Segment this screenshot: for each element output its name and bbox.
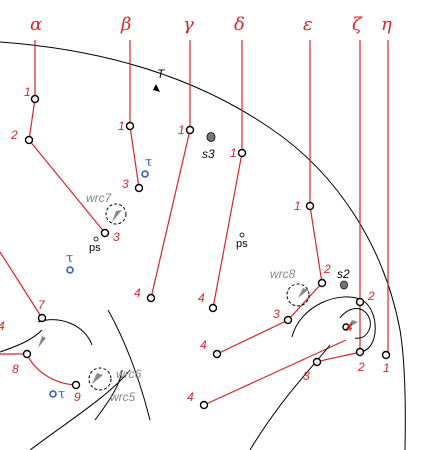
node-beta-1 xyxy=(125,121,135,131)
t-label: T xyxy=(157,67,166,81)
num-gamma-1: 1 xyxy=(178,123,185,137)
node-gamma-1 xyxy=(185,125,195,135)
num-eta-2: 2 xyxy=(357,360,365,374)
wrc8-dashed-circle xyxy=(286,283,310,307)
wrc6-label: wrc6 xyxy=(116,367,142,381)
left-arrow xyxy=(38,336,46,348)
node-left-8 xyxy=(22,349,32,359)
tau-label-2: τ xyxy=(66,251,73,266)
node-alpha-3 xyxy=(100,228,110,238)
wrc5-label: wrc5 xyxy=(110,390,136,404)
num-zeta-4: 4 xyxy=(346,320,353,334)
wrc7-label: wrc7 xyxy=(86,191,113,205)
num-left-8: 8 xyxy=(12,362,19,376)
node-zeta-3 xyxy=(312,357,322,367)
num-beta-3: 3 xyxy=(122,177,129,191)
node-alpha-2 xyxy=(24,135,34,145)
num-delta-4: 4 xyxy=(198,291,205,305)
num-alpha-3: 3 xyxy=(113,230,120,244)
num-left-9: 9 xyxy=(74,390,81,404)
column-alpha: α xyxy=(30,14,42,35)
num-zeta-2: 2 xyxy=(367,289,375,303)
left-ridge-line-7 xyxy=(0,251,43,319)
curve-left-loop xyxy=(37,319,93,346)
num-epsilon-4a: 4 xyxy=(200,338,207,352)
curve-right-loop xyxy=(291,296,376,353)
right-arrow xyxy=(348,320,358,328)
wrc6-arrow xyxy=(92,373,103,384)
s2-marker xyxy=(340,280,348,290)
delta-ridge-line xyxy=(212,40,243,309)
wrc8-arrow xyxy=(298,288,308,298)
num-delta-1: 1 xyxy=(230,146,237,160)
t-tick-mark xyxy=(153,84,160,92)
num-left-4: 4 xyxy=(0,319,5,333)
curve-lower-3 xyxy=(94,369,123,421)
curve-right-outer xyxy=(249,344,331,450)
node-delta-4 xyxy=(208,303,218,313)
wrc8-label: wrc8 xyxy=(270,267,296,281)
num-epsilon-1: 1 xyxy=(294,199,301,213)
column-epsilon: ε xyxy=(303,14,313,35)
s3-marker xyxy=(206,132,216,142)
node-epsilon-3 xyxy=(283,315,293,325)
beta-ridge-line xyxy=(129,40,140,189)
alpha-ridge-line xyxy=(28,40,106,234)
tau-label-3: τ xyxy=(58,387,65,402)
num-epsilon-4b: 4 xyxy=(187,390,194,404)
num-beta-1: 1 xyxy=(118,119,125,133)
tau-marker-2 xyxy=(66,266,74,274)
curve-left-1 xyxy=(0,329,43,353)
num-left-7: 7 xyxy=(38,298,46,312)
num-gamma-4: 4 xyxy=(134,286,141,300)
ps-label-1: ps xyxy=(89,242,101,254)
num-alpha-1: 1 xyxy=(24,85,31,99)
node-left-7 xyxy=(37,313,47,323)
s3-label: s3 xyxy=(202,147,215,161)
ps-marker-2 xyxy=(239,232,245,238)
column-zeta: ζ xyxy=(352,14,363,35)
node-eta-2 xyxy=(355,347,365,357)
node-left-9 xyxy=(71,380,81,390)
node-epsilon-1 xyxy=(305,201,315,211)
num-alpha-2: 2 xyxy=(10,128,18,142)
tau-marker-1 xyxy=(141,170,149,178)
wrc7-dashed-circle xyxy=(105,203,127,225)
s2-label: s2 xyxy=(337,267,350,281)
ps-marker-1 xyxy=(93,236,99,242)
wrc7-arrow xyxy=(112,210,122,222)
boundary-curve xyxy=(0,41,406,450)
node-beta-3 xyxy=(134,183,144,193)
node-eta-1 xyxy=(381,350,391,360)
num-epsilon-2: 2 xyxy=(323,262,331,276)
tau-label-1: τ xyxy=(145,155,152,170)
column-eta: η xyxy=(381,14,392,35)
epsilon-ridge-line xyxy=(216,40,323,355)
num-epsilon-3: 3 xyxy=(273,307,280,321)
curve-lower-1 xyxy=(107,309,151,421)
num-eta-1: 1 xyxy=(383,361,390,375)
node-alpha-1 xyxy=(30,94,40,104)
node-zeta-mid xyxy=(342,323,350,331)
node-zeta-2 xyxy=(355,297,365,307)
node-epsilon-4b xyxy=(199,400,209,410)
node-gamma-4 xyxy=(146,293,156,303)
column-beta: β xyxy=(120,14,131,35)
curve-right-inner xyxy=(339,308,371,339)
ps-label-2: ps xyxy=(236,238,248,250)
node-epsilon-4a xyxy=(212,349,222,359)
wrc6-dashed-circle xyxy=(88,367,112,391)
node-epsilon-2 xyxy=(317,278,327,288)
column-gamma: γ xyxy=(183,14,194,35)
node-delta-1 xyxy=(237,148,247,158)
curve-lower-2 xyxy=(29,369,131,450)
tau-marker-3 xyxy=(49,390,57,398)
column-delta: δ xyxy=(234,14,245,35)
num-eta-3: 3 xyxy=(303,369,310,383)
epsilon-line-4 xyxy=(203,339,347,406)
